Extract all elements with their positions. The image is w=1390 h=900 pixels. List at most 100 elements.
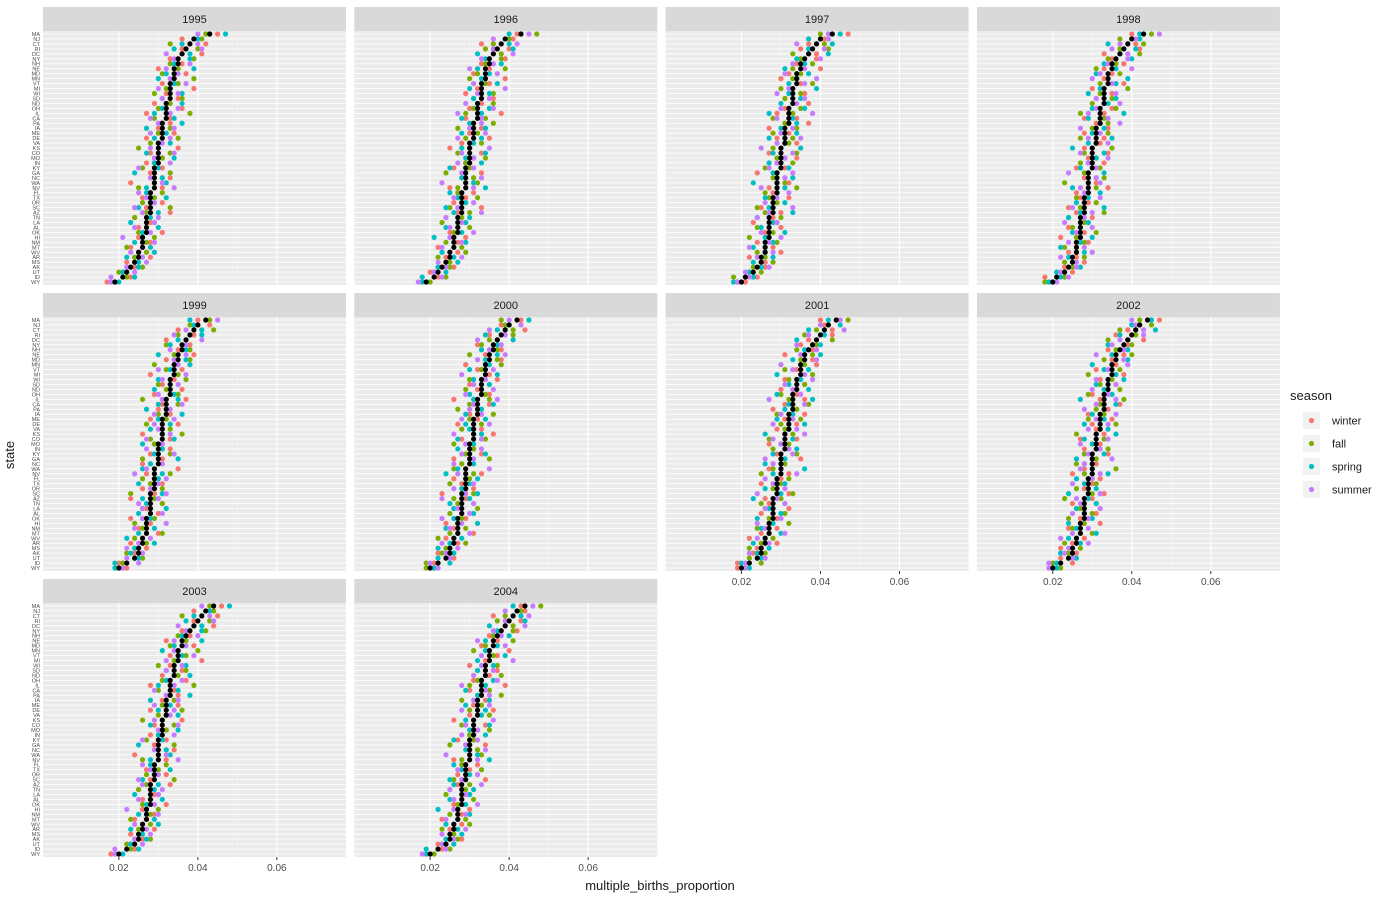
point xyxy=(786,71,792,77)
y-tick-label: VA xyxy=(33,713,40,719)
point xyxy=(147,486,154,492)
y-tick-label: KS xyxy=(33,718,41,724)
point xyxy=(128,515,134,522)
point xyxy=(758,555,764,561)
point xyxy=(147,535,154,541)
point xyxy=(829,327,835,333)
point xyxy=(159,165,165,171)
y-tick-label: MA xyxy=(32,32,41,38)
point xyxy=(794,150,800,156)
point xyxy=(155,214,161,221)
point xyxy=(1093,165,1099,171)
point xyxy=(171,130,177,136)
y-tick-label: AR xyxy=(32,255,40,261)
y-tick-label: IA xyxy=(35,698,41,704)
point xyxy=(455,125,461,131)
point xyxy=(486,371,493,378)
point xyxy=(183,618,189,624)
point xyxy=(143,205,150,211)
mean-point xyxy=(467,160,473,166)
point xyxy=(482,130,489,136)
point xyxy=(459,451,465,457)
mean-point xyxy=(1097,426,1103,432)
point xyxy=(482,657,489,664)
point xyxy=(1089,214,1095,221)
point xyxy=(163,757,169,763)
y-tick-label: NC xyxy=(32,748,40,754)
point xyxy=(809,110,816,116)
mean-point xyxy=(163,401,169,407)
mean-point xyxy=(1081,510,1087,517)
point xyxy=(778,362,784,368)
mean-point xyxy=(817,332,824,338)
point xyxy=(163,727,169,733)
point xyxy=(443,471,449,477)
point xyxy=(1062,219,1068,226)
point xyxy=(455,767,461,773)
point xyxy=(459,697,465,703)
point xyxy=(1097,80,1103,87)
mean-point xyxy=(474,100,481,107)
y-tick-label: GA xyxy=(32,743,40,749)
point xyxy=(471,786,477,793)
point xyxy=(494,643,500,649)
point xyxy=(136,796,142,803)
point xyxy=(163,386,169,393)
point xyxy=(155,806,161,812)
point xyxy=(1062,540,1068,546)
point xyxy=(1097,396,1103,402)
point xyxy=(1073,461,1080,467)
point xyxy=(151,386,158,393)
y-tick-label: KY xyxy=(33,738,41,744)
point xyxy=(510,36,516,42)
point xyxy=(778,130,784,136)
point xyxy=(486,381,493,388)
point xyxy=(467,687,473,693)
mean-point xyxy=(1089,145,1095,151)
x-tick-label: 0.04 xyxy=(811,577,831,588)
point xyxy=(1077,545,1084,551)
point xyxy=(132,239,138,245)
point xyxy=(742,269,748,275)
point xyxy=(766,195,772,201)
point xyxy=(463,100,469,107)
point xyxy=(139,264,146,270)
mean-point xyxy=(833,317,839,323)
point xyxy=(451,461,457,467)
point xyxy=(809,357,816,363)
point xyxy=(151,747,158,753)
point xyxy=(1089,391,1095,397)
y-tick-label: LA xyxy=(33,506,40,512)
point xyxy=(794,451,800,457)
mean-point xyxy=(758,254,764,260)
point xyxy=(435,841,441,847)
mean-point xyxy=(774,486,780,492)
point xyxy=(1113,95,1119,102)
point xyxy=(482,436,489,442)
point xyxy=(124,555,130,561)
y-tick-label: MN xyxy=(31,363,40,369)
point xyxy=(494,638,500,644)
point xyxy=(463,801,469,808)
point xyxy=(770,535,776,541)
point xyxy=(1105,426,1111,432)
strip xyxy=(354,293,658,317)
point xyxy=(1093,456,1099,462)
mean-point xyxy=(1097,110,1103,116)
point xyxy=(809,347,816,353)
point xyxy=(1097,180,1103,186)
point xyxy=(431,234,437,240)
mean-point xyxy=(774,190,780,196)
point xyxy=(1065,214,1072,221)
point xyxy=(136,190,142,196)
point xyxy=(1101,76,1107,82)
point xyxy=(471,140,477,146)
point xyxy=(478,411,485,417)
y-tick-label: DE xyxy=(32,136,40,142)
mean-point xyxy=(143,219,150,226)
point xyxy=(159,702,165,708)
point xyxy=(817,352,824,358)
point xyxy=(132,791,138,798)
mean-point xyxy=(758,259,764,265)
point xyxy=(758,229,764,236)
